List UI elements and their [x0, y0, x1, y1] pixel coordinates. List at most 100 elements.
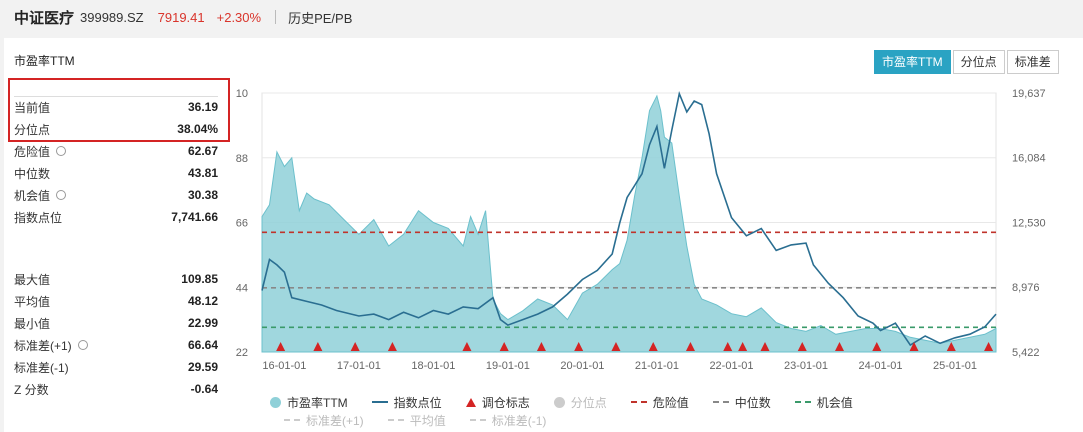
stat-label-text: 机会值: [14, 188, 51, 203]
stat-row: 机会值 30.38: [14, 184, 218, 206]
btn-pe-ttm[interactable]: 市盈率TTM: [874, 50, 951, 74]
rebalance-marker: [835, 342, 845, 351]
index-price: 7919.41: [157, 9, 205, 25]
stat-label-text: 当前值: [14, 100, 51, 115]
y-right-tick: 12,530: [1012, 217, 1046, 229]
rebalance-marker: [984, 342, 994, 351]
rebalance-marker: [797, 342, 807, 351]
rebalance-marker: [685, 342, 695, 351]
stat-label: 指数点位: [14, 209, 62, 226]
stat-value: 109.85: [181, 272, 218, 286]
stat-label-text: 危险值: [14, 144, 51, 159]
y-left-tick: 10: [236, 88, 248, 100]
index-change: +2.30%: [216, 9, 262, 25]
stat-value: 62.67: [187, 144, 218, 158]
rebalance-marker: [313, 342, 323, 351]
legend-item[interactable]: 中位数: [712, 394, 771, 411]
stat-label: 分位点: [14, 121, 50, 138]
stat-value: 29.59: [187, 360, 218, 374]
legend-dash-grey-icon: [712, 401, 729, 403]
stat-label: 标准差(-1): [14, 359, 69, 376]
stat-label: Z 分数: [14, 381, 49, 398]
legend-item[interactable]: 标准差(+1): [284, 412, 364, 429]
stat-label: 中位数: [14, 165, 50, 182]
rebalance-marker: [648, 342, 658, 351]
stat-row: 最小值 22.99: [14, 312, 218, 334]
stat-value: -0.64: [190, 382, 218, 396]
legend-item[interactable]: 市盈率TTM: [270, 394, 348, 411]
legend-label: 标准差(-1): [491, 413, 547, 428]
stat-label-text: 最大值: [14, 272, 51, 287]
stat-row: 当前值 36.19: [14, 96, 218, 118]
stat-value: 30.38: [187, 188, 218, 202]
stat-label-text: 平均值: [14, 294, 51, 309]
index-line: [261, 90, 997, 347]
chart-legend: 市盈率TTM 指数点位 调仓标志 分位点 危险值 中位数 机会值 标准差(+1) 平均值 标准差…: [270, 393, 1000, 429]
legend-label: 平均值: [409, 413, 446, 428]
history-pepb-link[interactable]: 历史PE/PB: [288, 10, 353, 26]
x-tick: 16-01-01: [262, 360, 306, 372]
stats-list: 当前值 36.19 分位点 38.04% 危险值 62.67 中位数 43.81 机会值 30.3…: [14, 96, 218, 400]
stat-label: 最小值: [14, 315, 50, 332]
stat-value: 66.64: [187, 338, 218, 352]
stat-row: 中位数 43.81: [14, 162, 218, 184]
y-right-tick: 5,422: [1012, 347, 1040, 359]
rebalance-marker: [611, 342, 621, 351]
legend-item[interactable]: 机会值: [794, 394, 853, 411]
legend-item[interactable]: 分位点: [553, 394, 607, 411]
stat-label: 危险值: [14, 143, 67, 160]
legend-triangle-icon: [465, 397, 476, 407]
gear-icon[interactable]: [77, 340, 88, 351]
stat-value: 48.12: [187, 294, 218, 308]
metric-title: 市盈率TTM: [14, 54, 75, 68]
highlight-box: [8, 78, 230, 142]
rebalance-marker: [738, 342, 748, 351]
btn-percentile[interactable]: 分位点: [952, 50, 1005, 74]
stat-row: 标准差(+1) 66.64: [14, 334, 218, 356]
stat-label: 标准差(+1): [14, 337, 88, 354]
mode-buttons: 市盈率TTM 分位点 标准差: [872, 50, 1059, 74]
rebalance-marker: [499, 342, 509, 351]
x-tick: 17-01-01: [337, 360, 381, 372]
stat-label-text: 标准差(-1): [14, 360, 69, 375]
stat-label-text: 最小值: [14, 316, 51, 331]
stat-row: 危险值 62.67: [14, 140, 218, 162]
stat-label-text: 中位数: [14, 166, 51, 181]
x-tick: 19-01-01: [486, 360, 530, 372]
y-right-tick: 19,637: [1012, 88, 1046, 100]
y-left-tick: 88: [236, 153, 248, 165]
index-name: 中证医疗: [14, 9, 75, 27]
rebalance-marker: [760, 342, 770, 351]
legend-dot-icon: [270, 396, 281, 408]
legend-label: 分位点: [570, 395, 607, 410]
legend-dash-green-icon: [794, 401, 811, 403]
legend-dash-light-icon: [284, 419, 300, 421]
rebalance-marker: [536, 342, 546, 351]
legend-item[interactable]: 危险值: [630, 394, 689, 411]
x-tick: 25-01-01: [933, 360, 977, 372]
stats-bottom-group: 最大值 109.85 平均值 48.12 最小值 22.99 标准差(+1) 66.64 标准差…: [14, 268, 218, 400]
gear-icon[interactable]: [56, 146, 67, 157]
legend-label: 标准差(+1): [306, 413, 364, 428]
stat-value: 38.04%: [177, 122, 218, 136]
legend-item[interactable]: 调仓标志: [465, 394, 530, 411]
header-divider: [275, 10, 277, 24]
stat-value: 36.19: [187, 100, 218, 114]
stat-row: 标准差(-1) 29.59: [14, 356, 218, 378]
stats-top-group: 当前值 36.19 分位点 38.04% 危险值 62.67 中位数 43.81 机会值 30.3…: [14, 96, 218, 228]
gear-icon[interactable]: [56, 190, 67, 201]
stat-label: 当前值: [14, 99, 50, 116]
rebalance-marker: [462, 342, 472, 351]
legend-item[interactable]: 平均值: [387, 412, 446, 429]
x-tick: 21-01-01: [635, 360, 679, 372]
stat-value: 22.99: [187, 316, 218, 330]
legend-item[interactable]: 标准差(-1): [469, 412, 547, 429]
stat-row: 指数点位 7,741.66: [14, 206, 218, 228]
x-tick: 22-01-01: [709, 360, 753, 372]
rebalance-marker: [723, 342, 733, 351]
rebalance-marker: [574, 342, 584, 351]
rebalance-marker: [276, 342, 286, 351]
legend-item[interactable]: 指数点位: [371, 394, 442, 411]
btn-stddev[interactable]: 标准差: [1006, 50, 1059, 74]
